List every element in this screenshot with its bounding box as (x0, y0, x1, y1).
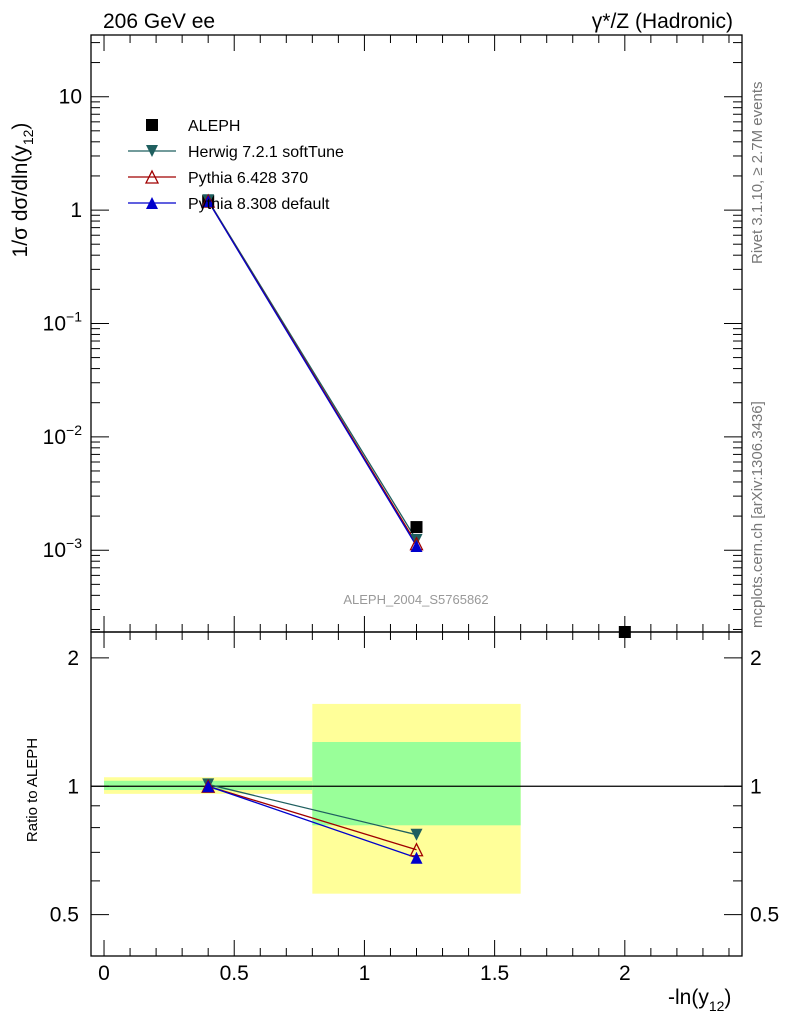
main-y-tick-label-2: 10−1 (43, 308, 83, 335)
ratio-series-line-2 (207, 785, 417, 859)
main-series-0-point-1 (410, 521, 423, 534)
main-series (201, 193, 631, 638)
legend-marker-1 (146, 145, 158, 157)
ratio-y-tick-label-right-1: 1 (750, 775, 762, 798)
main-series-line-3 (207, 200, 418, 547)
main-series-0-point-2 (618, 626, 631, 638)
main-y-tick-label-3: 10−2 (43, 422, 83, 449)
legend-label-3: Pythia 8.308 default (188, 196, 330, 213)
ratio-y-axis-label: Ratio to ALEPH (24, 738, 41, 842)
x-tick-label-2: 1 (359, 962, 371, 985)
legend-marker-3 (146, 197, 158, 209)
ratio-series-line-1 (207, 785, 417, 851)
main-y-tick-label-exp: −1 (66, 308, 82, 324)
ratio-y-tick-label-left-2: 0.5 (50, 904, 79, 927)
main-y-tick-label-1: 1 (70, 199, 82, 222)
x-axis-label-close: ) (724, 986, 731, 1009)
ratio-series-2-point-0 (202, 780, 215, 793)
ratio-y-tick-label-right-2: 0.5 (750, 904, 779, 927)
ratio-series-2-point-1 (410, 851, 423, 864)
ratio-y-tick-label-right-0: 2 (750, 647, 762, 670)
legend-label-2: Pythia 6.428 370 (188, 170, 308, 187)
header-right: γ*/Z (Hadronic) (592, 10, 733, 33)
main-y-tick-label-base: 10 (43, 312, 66, 335)
main-y-tick-label-exp: −3 (66, 535, 82, 551)
ratio-series-line-0 (208, 783, 417, 836)
side-mcplots: mcplots.cern.ch [arXiv:1306.3436] (749, 401, 766, 628)
ratio-series-0-point-1 (410, 828, 423, 841)
ratio-tick-labels: 2 2 1 1 0.5 0.5 (50, 647, 779, 927)
x-axis-label-sub: 12 (709, 998, 725, 1014)
main-series-3-point-1 (410, 539, 423, 552)
legend-label-0: ALEPH (188, 118, 240, 135)
main-y-tick-label-base: 10 (43, 539, 66, 562)
ratio-y-tick-label-left-0: 2 (67, 647, 79, 670)
x-tick-label-3: 1.5 (480, 962, 509, 985)
x-tick-label-1: 0.5 (220, 962, 249, 985)
header-left: 206 GeV ee (103, 10, 215, 33)
side-rivet: Rivet 3.1.10, ≥ 2.7M events (749, 82, 766, 265)
legend: ALEPH Herwig 7.2.1 softTune Pythia 6.428 3… (128, 118, 344, 213)
x-axis-label-text: -ln(y (668, 986, 709, 1009)
analysis-watermark: ALEPH_2004_S5765862 (343, 592, 488, 607)
main-y-axis-label-sub: 12 (20, 129, 36, 145)
ratio-bands (104, 703, 521, 894)
main-series-3-point-0 (202, 195, 215, 208)
x-tick-labels: 0 0.5 1 1.5 2 (98, 962, 630, 985)
main-y-tick-label-base: 10 (43, 426, 66, 449)
x-axis-label: -ln(y12) (668, 986, 731, 1014)
legend-marker-2 (144, 169, 160, 184)
main-y-axis-label-text: 1/σ dσ/dln(y (9, 145, 32, 258)
main-y-tick-label-0: 10 (59, 86, 82, 109)
main-y-tick-label-base: 10 (59, 86, 82, 109)
main-y-axis-label-close: ) (9, 123, 32, 130)
main-y-tick-label-4: 10−3 (43, 535, 83, 562)
x-tick-label-0: 0 (98, 962, 110, 985)
main-y-tick-label-base: 1 (70, 199, 82, 222)
ratio-series (201, 778, 424, 864)
ratio-y-tick-label-left-1: 1 (67, 775, 79, 798)
main-series-line-1 (207, 199, 418, 541)
legend-marker-0 (146, 119, 158, 131)
main-y-tick-label-exp: −2 (66, 422, 82, 438)
main-y-axis-label: 1/σ dσ/dln(y12) (9, 123, 36, 258)
ratio-band-green-1 (312, 742, 521, 826)
legend-label-1: Herwig 7.2.1 softTune (188, 144, 344, 161)
ratio-frame (90, 631, 743, 957)
x-tick-label-4: 2 (619, 962, 631, 985)
